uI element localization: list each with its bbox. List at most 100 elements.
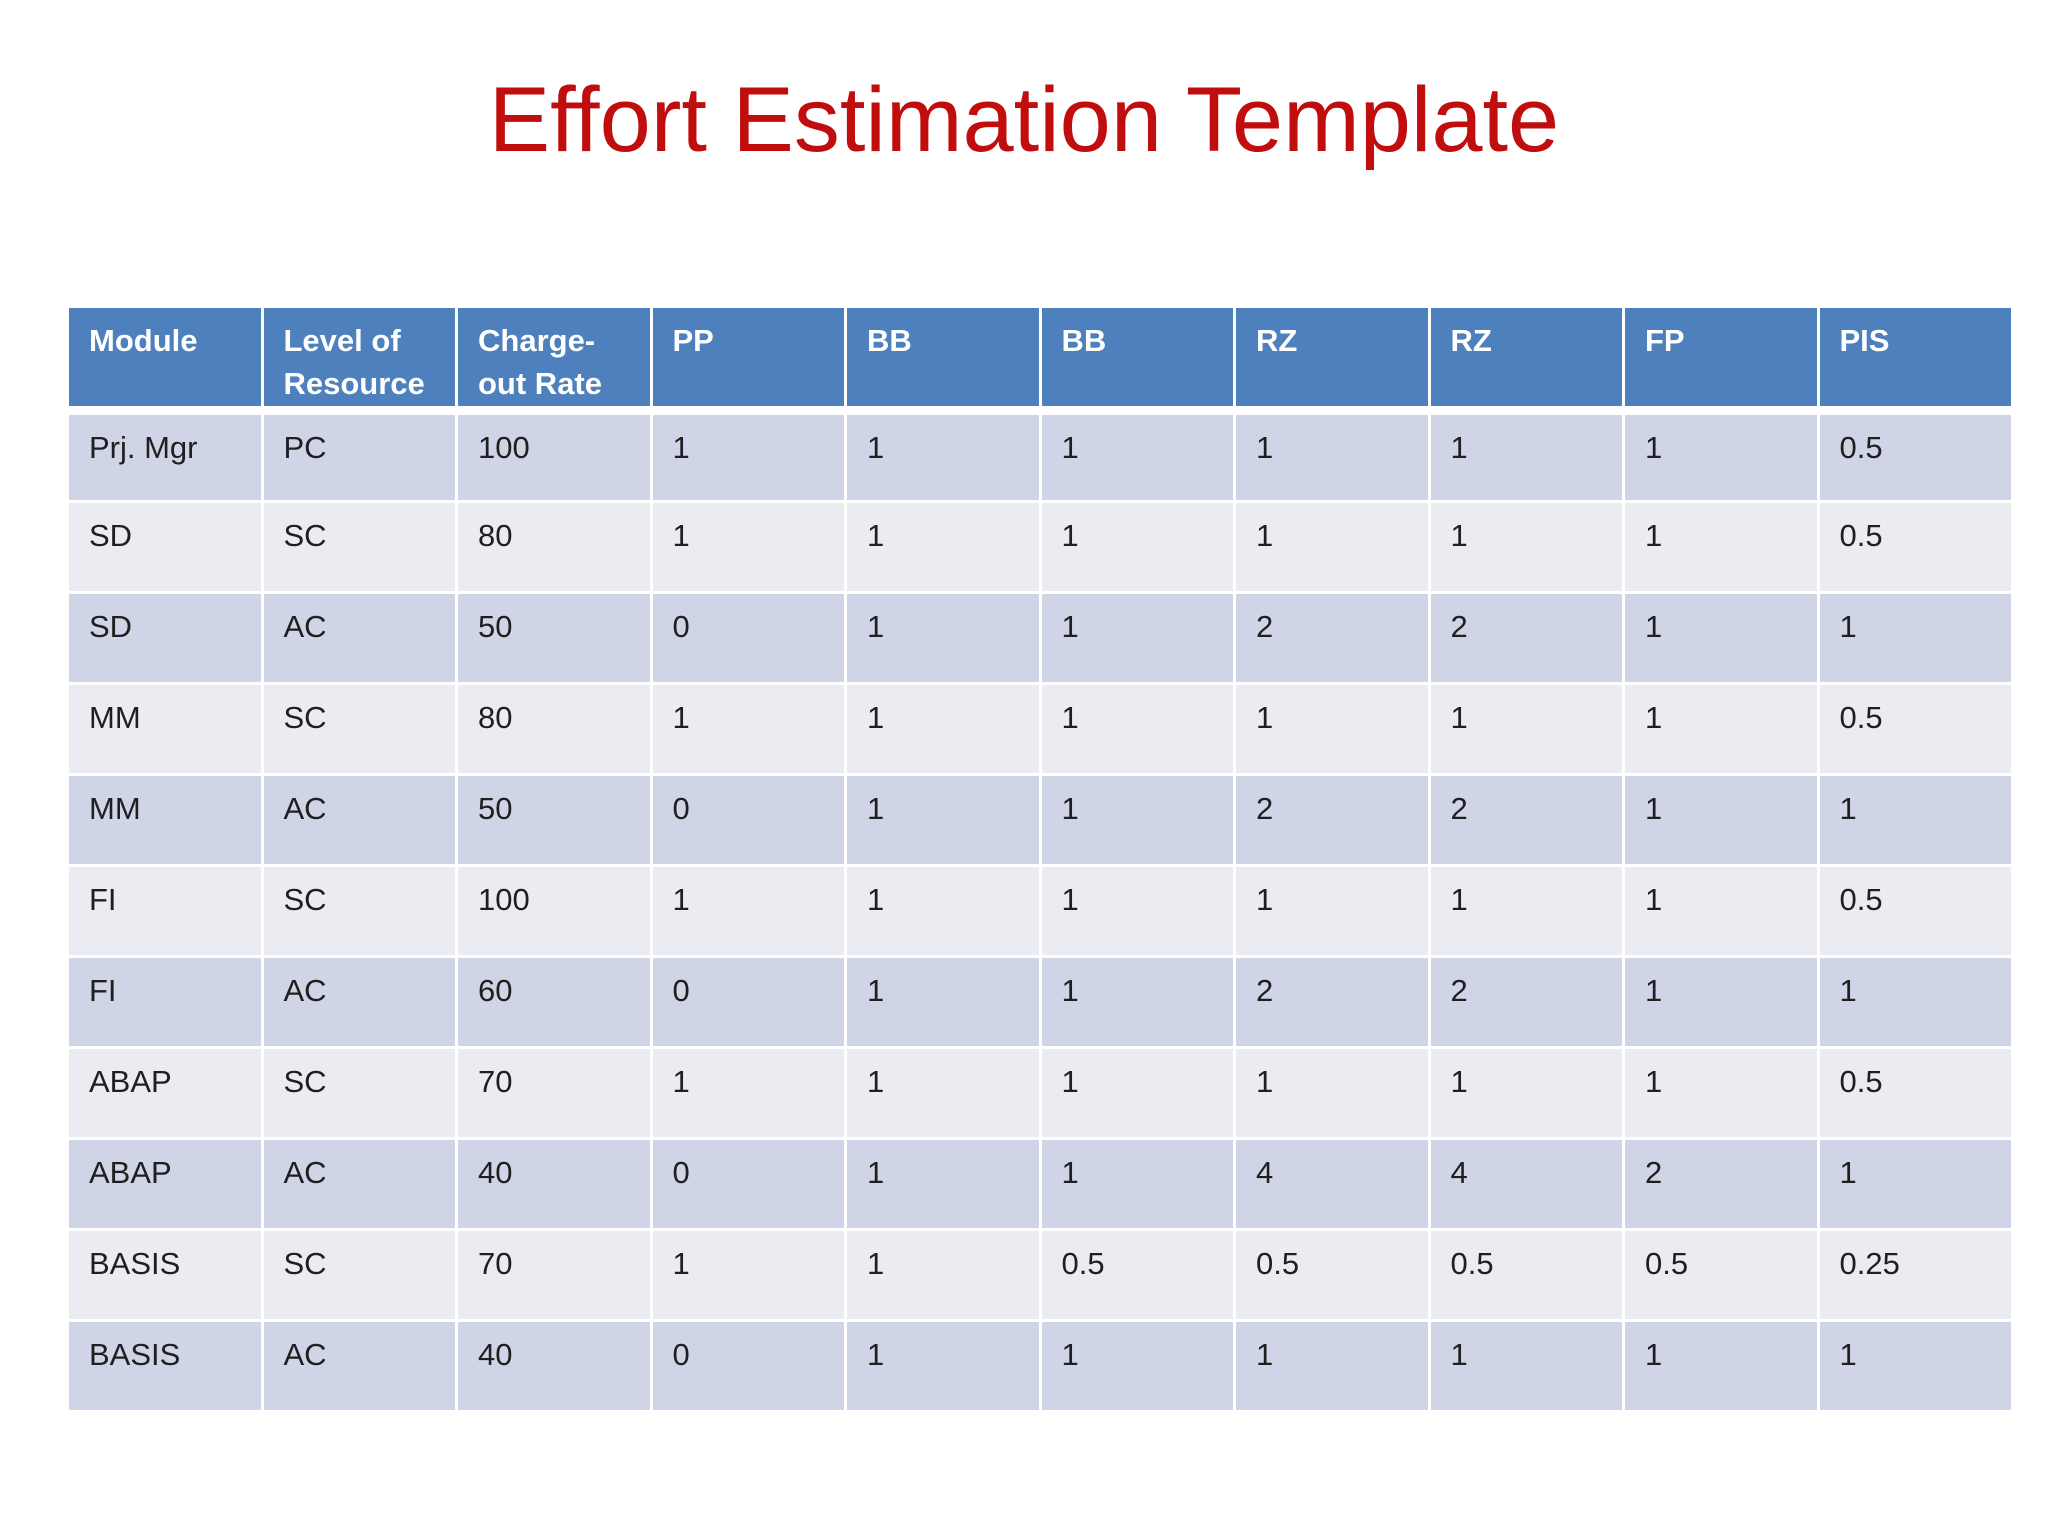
table-cell: 100 xyxy=(455,863,653,958)
table-cell: 4 xyxy=(1233,1136,1431,1231)
table-cell: 1 xyxy=(649,1045,847,1140)
table-cell: 0 xyxy=(649,772,847,867)
table-cell: 1 xyxy=(649,408,847,503)
table-row: FI SC 100 1 1 1 1 1 1 0.5 xyxy=(66,863,2014,958)
table-cell: 2 xyxy=(1233,954,1431,1049)
table-cell: 2 xyxy=(1233,772,1431,867)
table-row: BASIS AC 40 0 1 1 1 1 1 1 xyxy=(66,1318,2014,1413)
table-cell: SC xyxy=(260,1227,458,1322)
table-cell: 1 xyxy=(1816,1318,2014,1413)
table-row: ABAP AC 40 0 1 1 4 4 2 1 xyxy=(66,1136,2014,1231)
table-cell: 50 xyxy=(455,772,653,867)
table-cell: 80 xyxy=(455,681,653,776)
table-cell: 1 xyxy=(844,1227,1042,1322)
table-cell: SC xyxy=(260,499,458,594)
table-cell: AC xyxy=(260,954,458,1049)
table-cell: 1 xyxy=(649,1227,847,1322)
table-cell: BASIS xyxy=(66,1318,264,1413)
table-cell: AC xyxy=(260,590,458,685)
table-cell: SC xyxy=(260,1045,458,1140)
table-cell: 1 xyxy=(1038,681,1236,776)
table-cell: 40 xyxy=(455,1318,653,1413)
table-cell: 1 xyxy=(1622,499,1820,594)
column-header-level-of: Level of Resource xyxy=(260,305,458,415)
table-cell: 0.5 xyxy=(1233,1227,1431,1322)
table-cell: 1 xyxy=(1622,863,1820,958)
effort-estimation-table: Module Level of Resource Charge- out Rate P… xyxy=(66,305,2014,1413)
table-header-row: Module Level of Resource Charge- out Rate P… xyxy=(66,305,2014,415)
table-cell: 1 xyxy=(1622,1318,1820,1413)
table-cell: 40 xyxy=(455,1136,653,1231)
table-cell: 1 xyxy=(1233,681,1431,776)
table-row: SD SC 80 1 1 1 1 1 1 0.5 xyxy=(66,499,2014,594)
table-cell: 0.5 xyxy=(1816,863,2014,958)
table-row: FI AC 60 0 1 1 2 2 1 1 xyxy=(66,954,2014,1049)
table-cell: 80 xyxy=(455,499,653,594)
table-cell: 0.5 xyxy=(1816,1045,2014,1140)
column-header-rz: RZ xyxy=(1427,305,1625,415)
table-cell: 2 xyxy=(1427,772,1625,867)
table-cell: PC xyxy=(260,408,458,503)
table-cell: MM xyxy=(66,681,264,776)
table-cell: 1 xyxy=(1427,863,1625,958)
table-cell: 1 xyxy=(1622,1045,1820,1140)
table-cell: 1 xyxy=(844,1136,1042,1231)
table-cell: 1 xyxy=(1427,1318,1625,1413)
table-cell: AC xyxy=(260,1318,458,1413)
table-cell: 1 xyxy=(1427,1045,1625,1140)
table-cell: SD xyxy=(66,499,264,594)
table-cell: SD xyxy=(66,590,264,685)
table-cell: 1 xyxy=(844,408,1042,503)
table-cell: 1 xyxy=(1233,1318,1431,1413)
table-cell: 70 xyxy=(455,1227,653,1322)
page-title: Effort Estimation Template xyxy=(488,69,1560,171)
table-cell: 1 xyxy=(1622,408,1820,503)
table-cell: 2 xyxy=(1427,954,1625,1049)
table-cell: 2 xyxy=(1427,590,1625,685)
table-row: ABAP SC 70 1 1 1 1 1 1 0.5 xyxy=(66,1045,2014,1140)
table-cell: 60 xyxy=(455,954,653,1049)
table-cell: 0.5 xyxy=(1816,681,2014,776)
table-cell: 1 xyxy=(649,863,847,958)
table-cell: 2 xyxy=(1622,1136,1820,1231)
column-header-module: Module xyxy=(66,305,264,415)
table-cell: 0 xyxy=(649,1136,847,1231)
table-cell: 1 xyxy=(844,954,1042,1049)
table-cell: 1 xyxy=(844,772,1042,867)
table-cell: 50 xyxy=(455,590,653,685)
table-cell: 1 xyxy=(1038,499,1236,594)
table-cell: 1 xyxy=(1233,1045,1431,1140)
table-cell: 1 xyxy=(1427,681,1625,776)
table-cell: 1 xyxy=(1622,590,1820,685)
column-header-rz: RZ xyxy=(1233,305,1431,415)
table-cell: 100 xyxy=(455,408,653,503)
table-cell: 0.25 xyxy=(1816,1227,2014,1322)
table-cell: 2 xyxy=(1233,590,1431,685)
table-cell: 0.5 xyxy=(1816,408,2014,503)
table-cell: 1 xyxy=(844,863,1042,958)
table-cell: 0 xyxy=(649,954,847,1049)
table-cell: 1 xyxy=(1816,1136,2014,1231)
table-cell: 0 xyxy=(649,1318,847,1413)
table-cell: AC xyxy=(260,772,458,867)
table-cell: 1 xyxy=(1816,954,2014,1049)
table-row: MM SC 80 1 1 1 1 1 1 0.5 xyxy=(66,681,2014,776)
table-cell: 70 xyxy=(455,1045,653,1140)
table-cell: FI xyxy=(66,954,264,1049)
table-row: BASIS SC 70 1 1 0.5 0.5 0.5 0.5 0.25 xyxy=(66,1227,2014,1322)
table-cell: 1 xyxy=(1038,1136,1236,1231)
table-cell: 0.5 xyxy=(1622,1227,1820,1322)
table-cell: 1 xyxy=(1038,1318,1236,1413)
table-cell: 1 xyxy=(844,1318,1042,1413)
column-header-charge-: Charge- out Rate xyxy=(455,305,653,415)
table-cell: 1 xyxy=(1038,590,1236,685)
table-cell: ABAP xyxy=(66,1045,264,1140)
table-cell: SC xyxy=(260,863,458,958)
column-header-bb: BB xyxy=(1038,305,1236,415)
table-cell: 1 xyxy=(1233,863,1431,958)
table-cell: 0 xyxy=(649,590,847,685)
table-cell: 1 xyxy=(1427,408,1625,503)
table-cell: 1 xyxy=(1427,499,1625,594)
table-cell: 0.5 xyxy=(1038,1227,1236,1322)
